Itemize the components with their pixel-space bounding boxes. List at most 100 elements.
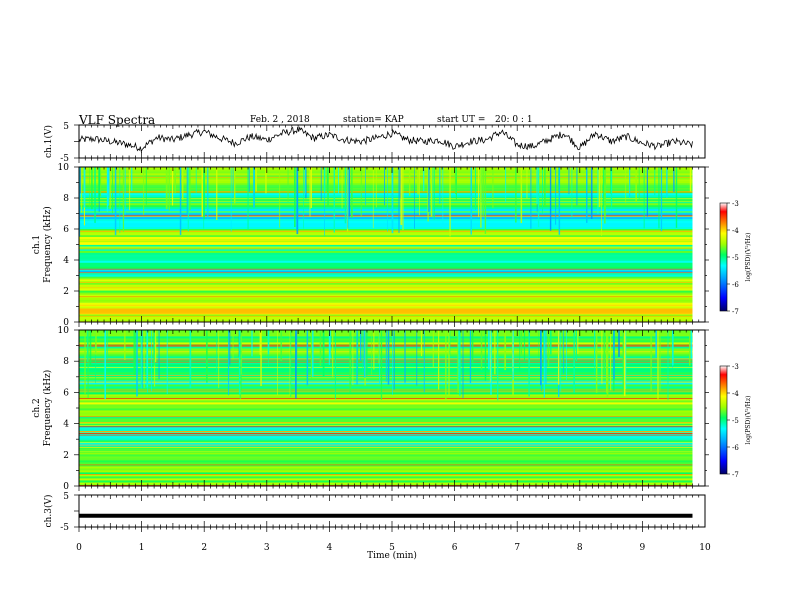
sferic-streak: [360, 167, 362, 216]
sferic-streak: [547, 330, 550, 367]
spectrum-band: [79, 246, 693, 249]
sferic-streak: [409, 167, 411, 196]
narrowband-line: [79, 342, 693, 344]
narrowband-line: [79, 304, 693, 306]
sferic-streak: [488, 330, 490, 370]
sferic-streak: [363, 330, 365, 366]
spectrum-band: [79, 248, 693, 251]
sferic-streak: [603, 167, 605, 206]
narrowband-line: [79, 211, 693, 213]
spectrum-band: [79, 382, 693, 385]
colorbar-label: log(PSD)(V²/Hz): [745, 233, 752, 282]
station-label: station= KAP: [343, 115, 404, 125]
spectrum-band: [79, 212, 693, 216]
sferic-streak: [206, 330, 208, 383]
sferic-streak: [610, 167, 613, 206]
sferic-streak: [327, 167, 329, 207]
colorbar-tick-label: -7: [732, 471, 739, 479]
spectrum-band: [79, 173, 693, 176]
sferic-streak: [430, 167, 433, 217]
sferic-streak: [512, 330, 514, 380]
spectrum-band: [79, 270, 693, 273]
sferic-streak: [306, 330, 309, 386]
spectrum-band: [79, 356, 693, 359]
sferic-streak: [597, 167, 599, 214]
sferic-streak: [544, 167, 546, 206]
spectrum-band: [79, 256, 693, 259]
narrowband-line: [79, 375, 693, 376]
sferic-streak: [673, 167, 675, 193]
narrowband-line: [79, 422, 693, 424]
sferic-streak: [563, 330, 565, 374]
narrowband-line: [79, 422, 693, 423]
sferic-streak: [106, 330, 108, 360]
sferic-streak: [279, 167, 281, 228]
sferic-streak: [541, 330, 542, 391]
date-label: Feb. 2 , 2018: [250, 115, 310, 125]
spectrum-band: [79, 316, 693, 319]
y-tick-label: 4: [63, 420, 69, 430]
sferic-streak: [448, 330, 450, 396]
sferic-streak: [203, 167, 205, 220]
sferic-streak: [344, 167, 347, 224]
sferic-streak: [558, 330, 560, 385]
sferic-streak: [603, 330, 606, 375]
spectrum-band: [79, 306, 693, 309]
spectrum-band: [79, 332, 693, 335]
y-tick-label-top: 5: [63, 122, 69, 132]
sferic-streak: [145, 167, 147, 205]
narrowband-line: [79, 214, 693, 216]
spectrum-band: [79, 364, 693, 367]
sferic-streak: [458, 330, 460, 382]
y-tick-label: 2: [63, 451, 69, 461]
sferic-streak: [432, 167, 434, 219]
y-tick-label: 10: [58, 163, 70, 173]
spectrum-band: [79, 318, 693, 321]
spectrum-band: [79, 454, 693, 457]
spectrum-band: [79, 478, 693, 481]
spectrum-band: [79, 254, 693, 257]
spectrum-band: [79, 216, 693, 220]
sferic-streak: [428, 167, 430, 212]
spectrum-band: [79, 228, 693, 231]
narrowband-line: [79, 367, 693, 368]
sferic-streak: [352, 330, 354, 385]
sferic-streak: [296, 167, 298, 232]
y-axis-label-channel: ch.2: [32, 398, 42, 417]
sferic-streak: [643, 167, 645, 229]
sferic-streak: [520, 167, 523, 224]
sferic-streak: [675, 167, 678, 228]
sferic-streak: [372, 167, 374, 229]
spectrum-band: [79, 392, 693, 395]
sferic-streak: [566, 330, 567, 380]
sferic-streak: [201, 167, 203, 217]
spectrum-band: [79, 194, 693, 198]
spectrum-band: [79, 206, 693, 210]
sferic-streak: [294, 167, 296, 227]
spectrum-band: [79, 171, 693, 174]
sferic-streak: [399, 167, 401, 199]
y-tick-label: 6: [63, 225, 69, 235]
spectrum-band: [79, 460, 693, 463]
sferic-streak: [366, 330, 368, 376]
spectrum-band: [79, 372, 693, 375]
narrowband-line: [79, 450, 693, 452]
sferic-streak: [168, 167, 170, 211]
colorbar-tick-label: -4: [732, 390, 739, 398]
spectrum-band: [79, 174, 693, 178]
spectrum-band: [79, 340, 693, 343]
narrowband-line: [79, 398, 693, 400]
sferic-streak: [540, 330, 542, 386]
spectrum-band: [79, 264, 693, 267]
narrowband-line: [79, 434, 693, 436]
spectrum-band: [79, 262, 693, 265]
start-time-label: 20: 0 : 1: [495, 115, 533, 125]
sferic-streak: [610, 330, 612, 391]
spectrum-band: [79, 284, 693, 287]
sferic-streak: [655, 330, 657, 358]
spectrum-band: [79, 458, 693, 461]
sferic-streak: [433, 167, 435, 220]
sferic-streak: [519, 330, 521, 372]
sferic-streak: [260, 330, 262, 386]
sferic-streak: [304, 167, 306, 195]
